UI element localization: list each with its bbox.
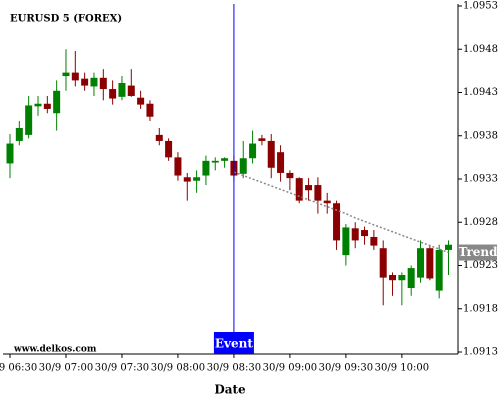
candle-body bbox=[323, 200, 331, 204]
y-tick-label: 1.0933 bbox=[463, 174, 498, 185]
candle-body bbox=[407, 268, 415, 288]
candle-body bbox=[127, 85, 135, 96]
candle-body bbox=[146, 103, 154, 117]
x-tick-label: 30/9 08:30 bbox=[207, 363, 261, 374]
chart-title: EURUSD 5 (FOREX) bbox=[10, 14, 122, 25]
candle-body bbox=[249, 143, 257, 159]
y-tick-label: 1.0953 bbox=[463, 1, 498, 12]
candle-body bbox=[25, 105, 33, 135]
candle-body bbox=[165, 140, 173, 158]
candle-body bbox=[90, 77, 98, 87]
candle-body bbox=[211, 160, 219, 163]
x-tick-label: 30/9 09:00 bbox=[263, 363, 317, 374]
candle-body bbox=[351, 228, 359, 241]
y-tick-label: 1.0923 bbox=[463, 260, 498, 271]
candle-body bbox=[398, 275, 406, 281]
candle-body bbox=[183, 177, 191, 182]
candle-body bbox=[389, 275, 397, 281]
x-tick-label: 30/9 09:30 bbox=[319, 363, 373, 374]
trend-label: Trend bbox=[458, 245, 498, 259]
candle-body bbox=[99, 77, 107, 90]
candle-body bbox=[118, 82, 126, 97]
candle-body bbox=[314, 185, 322, 201]
trend-line bbox=[233, 171, 449, 254]
candle-body bbox=[305, 185, 313, 191]
watermark: www.delkos.com bbox=[13, 345, 97, 355]
x-tick-label: 30/9 06:30 bbox=[0, 363, 37, 374]
candle-body bbox=[286, 172, 294, 179]
candle-body bbox=[53, 90, 61, 114]
x-tick-label: 30/9 08:00 bbox=[151, 363, 205, 374]
y-tick-label: 1.0943 bbox=[463, 87, 498, 98]
candle-body bbox=[34, 103, 42, 107]
y-tick-label: 1.0913 bbox=[463, 347, 498, 358]
y-tick-label: 1.0948 bbox=[463, 44, 498, 55]
candle-body bbox=[81, 78, 89, 86]
candle-body bbox=[361, 230, 369, 237]
candle-body bbox=[277, 152, 285, 173]
candle-body bbox=[202, 160, 210, 176]
candle-body bbox=[258, 138, 266, 141]
candle-body bbox=[62, 72, 70, 77]
x-tick-label: 30/9 07:00 bbox=[39, 363, 93, 374]
x-tick-label: 30/9 07:30 bbox=[95, 363, 149, 374]
candle-body bbox=[174, 157, 182, 176]
y-tick-label: 1.0928 bbox=[463, 217, 498, 228]
x-tick-label: 30/9 10:00 bbox=[375, 363, 429, 374]
candle-body bbox=[109, 89, 117, 99]
candle-body bbox=[221, 158, 229, 161]
candle-body bbox=[370, 236, 378, 246]
candle-body bbox=[435, 249, 443, 291]
candle-body bbox=[239, 158, 247, 174]
event-label: Event bbox=[215, 337, 253, 351]
candle-body bbox=[155, 134, 163, 141]
candle-body bbox=[417, 248, 425, 278]
candle-body bbox=[137, 97, 145, 105]
candle-body bbox=[333, 203, 341, 241]
candle-body bbox=[71, 72, 79, 81]
x-axis-label: Date bbox=[214, 383, 246, 397]
event-label-box bbox=[213, 332, 254, 354]
candle-body bbox=[193, 177, 201, 181]
candle-body bbox=[426, 248, 434, 279]
candle-body bbox=[6, 143, 14, 164]
candle-body bbox=[445, 244, 453, 250]
y-tick-label: 1.0918 bbox=[463, 303, 498, 314]
candle-body bbox=[267, 140, 275, 168]
trend-label-box bbox=[459, 244, 497, 261]
candle-body bbox=[43, 103, 51, 109]
candle-body bbox=[15, 127, 23, 141]
y-tick-label: 1.0938 bbox=[463, 130, 498, 141]
candle-body bbox=[342, 227, 350, 256]
candle-body bbox=[379, 248, 387, 278]
candle-body bbox=[295, 178, 303, 201]
